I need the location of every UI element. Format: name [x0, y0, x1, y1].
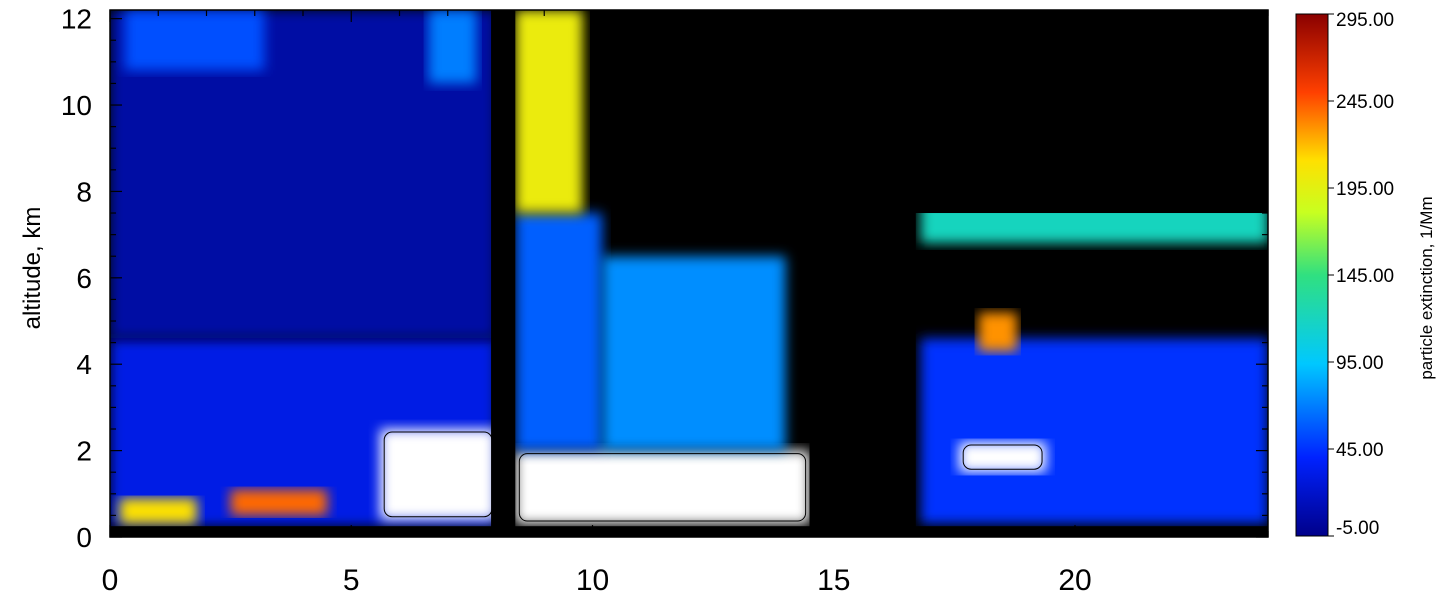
y-axis-label: altitude, km — [19, 207, 46, 330]
contour-line — [518, 453, 807, 522]
colorbar-tick-label: 95.00 — [1336, 353, 1384, 374]
colorbar-tick-label: 45.00 — [1336, 440, 1384, 461]
heatmap-regions — [110, 10, 1268, 537]
heatmap-region — [515, 450, 810, 525]
colorbar-tick-label: 245.00 — [1336, 92, 1394, 113]
y-tick-label: 10 — [61, 90, 92, 121]
no-data-region — [616, 10, 1268, 214]
contour-lines — [383, 431, 1043, 522]
heatmap-region — [978, 312, 1018, 352]
y-tick-label: 2 — [76, 436, 92, 467]
x-tick-label: 10 — [576, 564, 609, 597]
colorbar-tick-label: 295.00 — [1336, 10, 1394, 31]
heatmap-region — [920, 338, 1268, 525]
colorbar-gradient — [1295, 13, 1329, 537]
colorbar-label: particle extinction, 1/Mm — [1417, 196, 1436, 379]
contour-line — [383, 431, 493, 518]
x-tick-label: 20 — [1058, 564, 1091, 597]
contour-line — [962, 444, 1043, 470]
heatmap-region — [124, 10, 265, 71]
heatmap-region — [380, 429, 496, 520]
x-tick-label: 0 — [102, 564, 119, 597]
y-tick-label: 12 — [61, 4, 92, 35]
heatmap-region — [515, 10, 583, 214]
heatmap-region — [230, 489, 328, 516]
colorbar-tick-label: -5.00 — [1336, 518, 1379, 539]
no-data-region — [491, 10, 516, 537]
no-data-region — [809, 10, 916, 537]
y-axis: 0 2 4 6 8 10 12 — [61, 4, 1268, 553]
heatmap-region — [119, 498, 197, 525]
y-tick-label: 8 — [76, 176, 92, 207]
y-tick-label: 0 — [76, 522, 92, 553]
heatmap-plot-area — [110, 10, 1268, 537]
heatmap-region — [515, 213, 603, 451]
heatmap-region — [428, 10, 477, 84]
x-axis: 0 5 10 15 20 — [102, 10, 1269, 597]
y-tick-label: 6 — [76, 263, 92, 294]
colorbar-tick-label: 145.00 — [1336, 266, 1394, 287]
y-tick-label: 4 — [76, 349, 92, 380]
colorbar: 295.00245.00195.00145.0095.0045.00-5.00 … — [1295, 10, 1436, 539]
heatmap-region — [602, 256, 786, 451]
x-tick-label: 5 — [343, 564, 360, 597]
colorbar-ticks: 295.00 245.00 195.00 145.00 95.00 45.00 -5.00 — [1328, 10, 1394, 539]
x-tick-label: 15 — [817, 564, 850, 597]
colorbar-tick-label: 195.00 — [1336, 179, 1394, 200]
heatmap-region — [959, 441, 1047, 473]
